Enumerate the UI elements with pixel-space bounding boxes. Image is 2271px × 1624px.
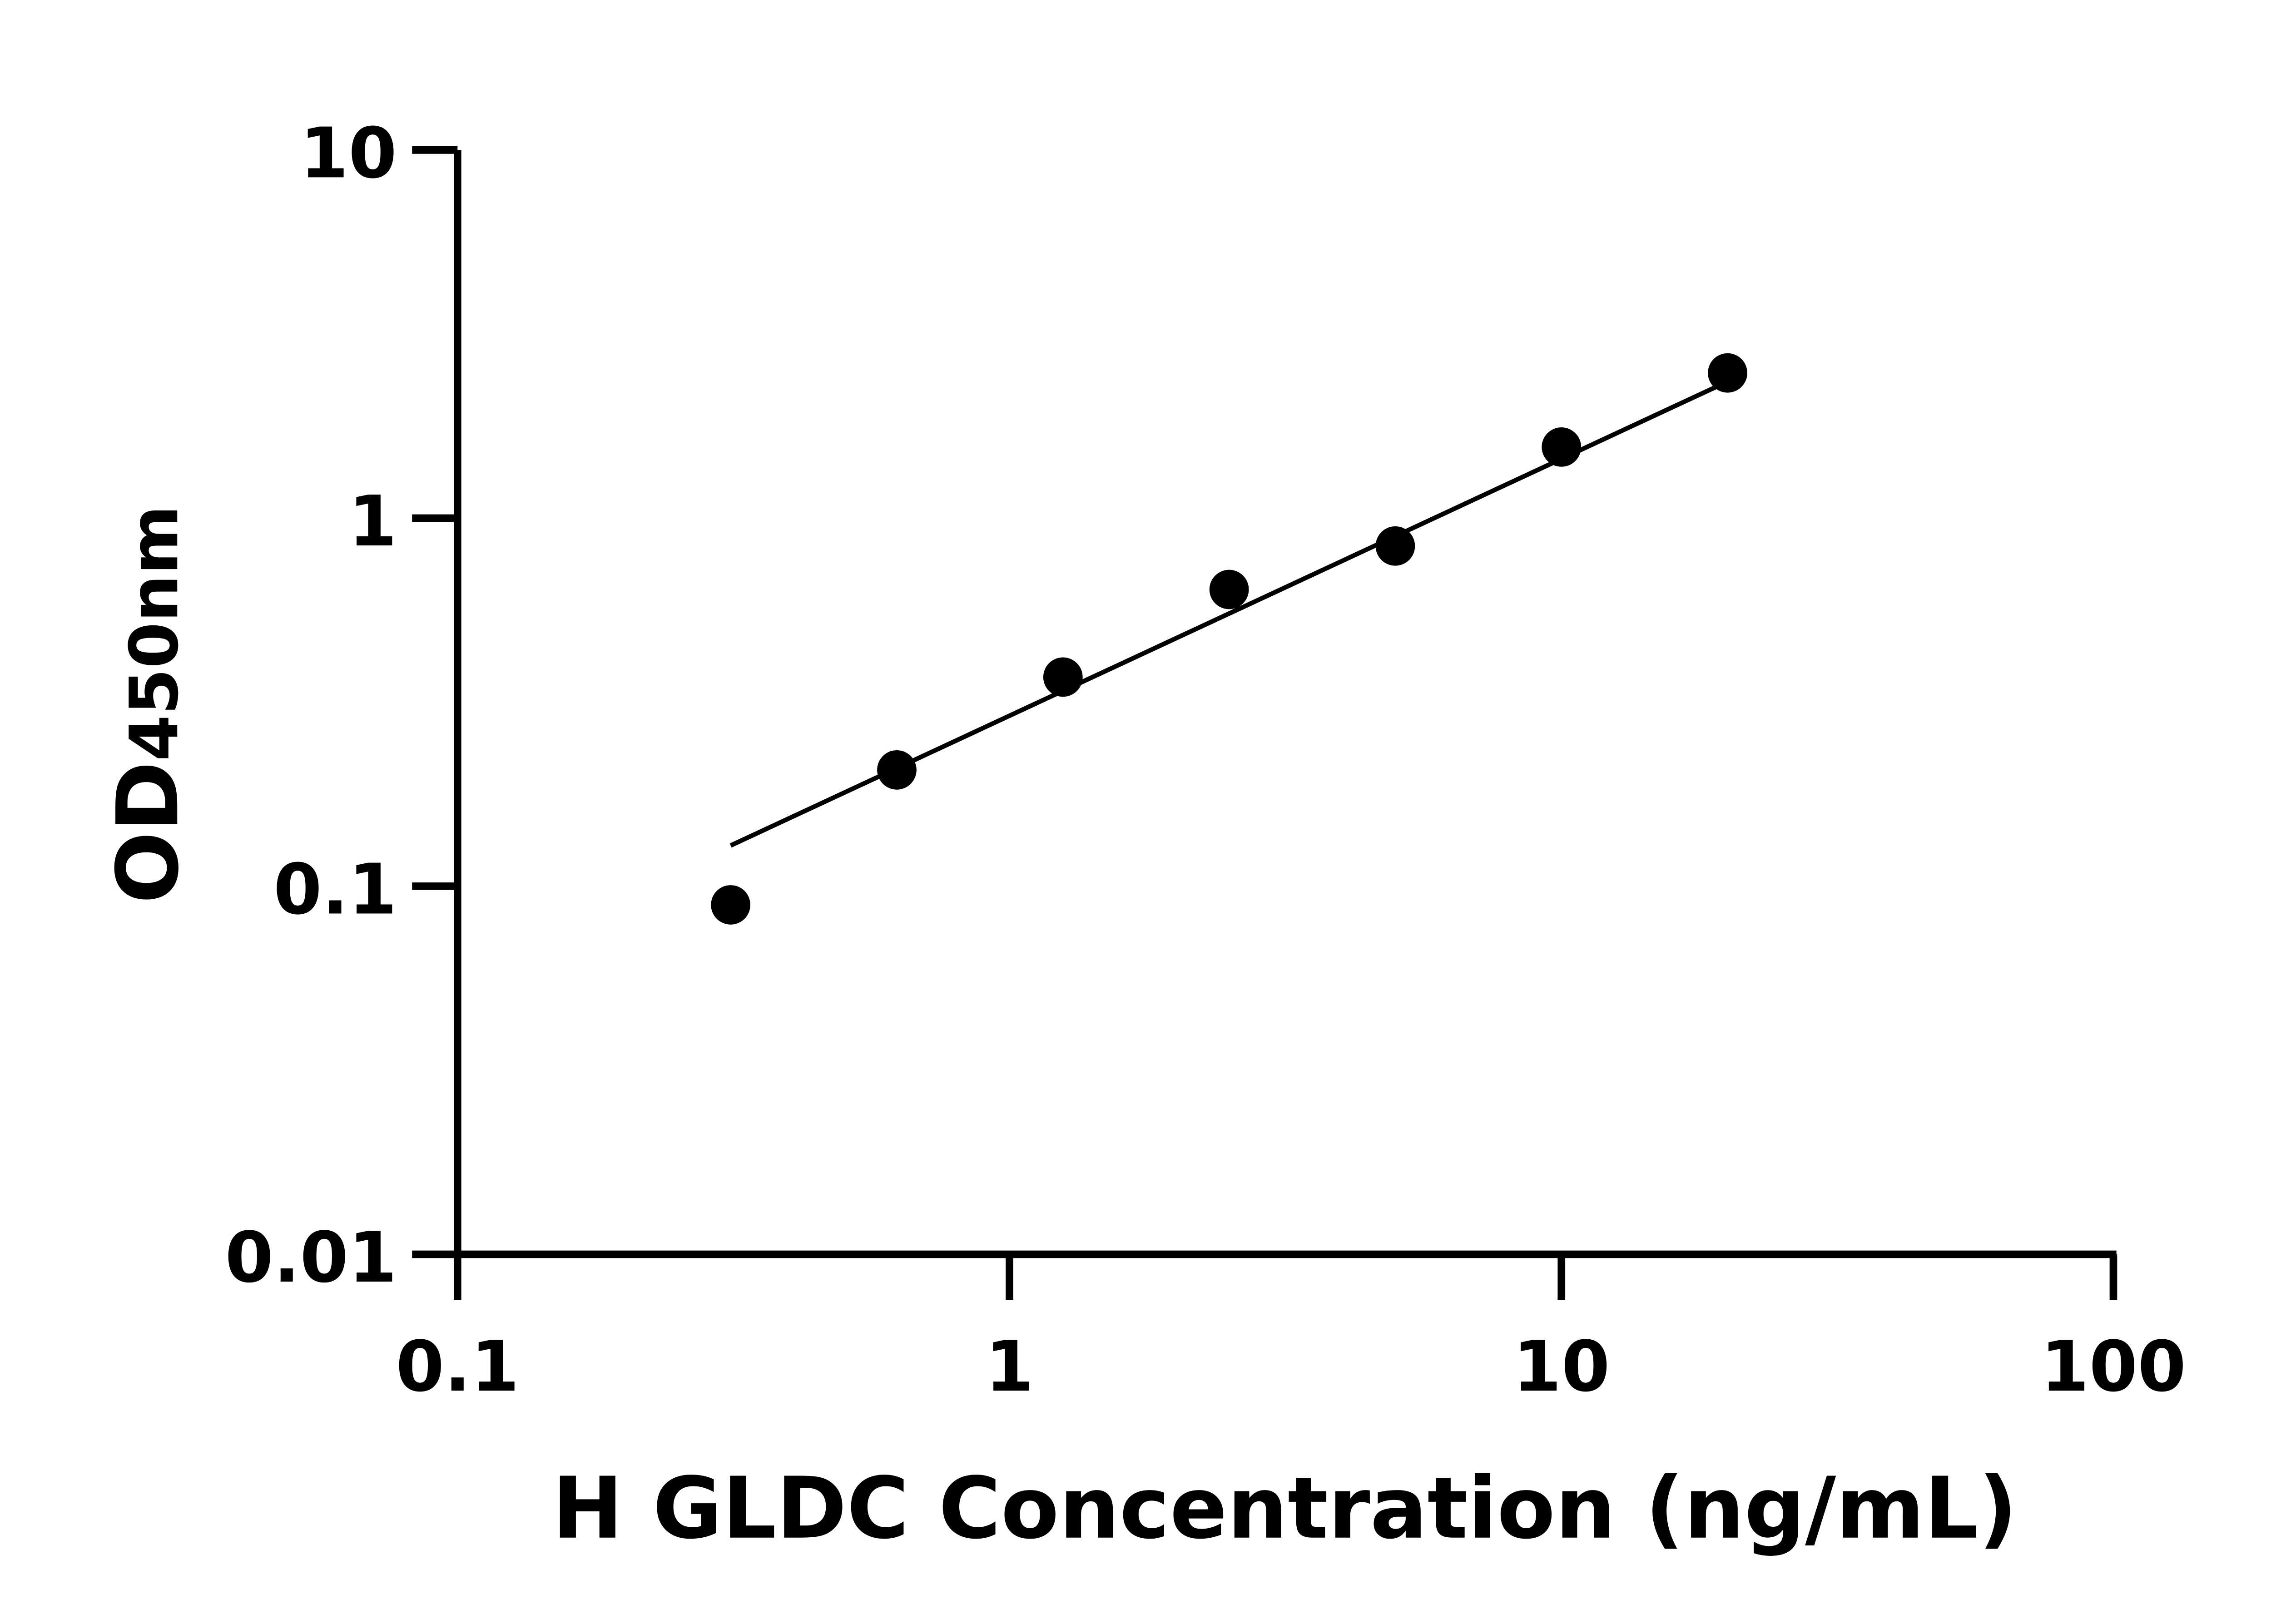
axes: 0.1 1 10 100 0.01 0.1 1 10 [225,113,2186,1407]
data-marks [711,353,1747,925]
y-tick-label: 10 [300,113,397,194]
data-point [1043,657,1083,697]
data-point [1375,526,1415,566]
x-tick-label: 1 [985,1327,1034,1407]
y-tick-label: 0.1 [273,849,397,930]
y-axis-label: OD450nm [99,505,198,904]
y-tick-label: 1 [348,481,397,562]
data-point [1209,569,1249,609]
x-tick-label: 0.1 [396,1327,519,1407]
y-axis-label-sub: 450nm [115,505,193,761]
y-axis-label-main: OD [99,761,198,904]
x-tick-label: 10 [1513,1327,1610,1407]
y-tick-label: 0.01 [225,1218,397,1298]
data-point [1708,353,1747,393]
x-axis-label: H GLDC Concentration (ng/mL) [552,1460,2018,1558]
data-point [877,750,917,790]
data-point [711,885,751,925]
data-point [1542,427,1582,467]
x-tick-label: 100 [2041,1327,2186,1407]
